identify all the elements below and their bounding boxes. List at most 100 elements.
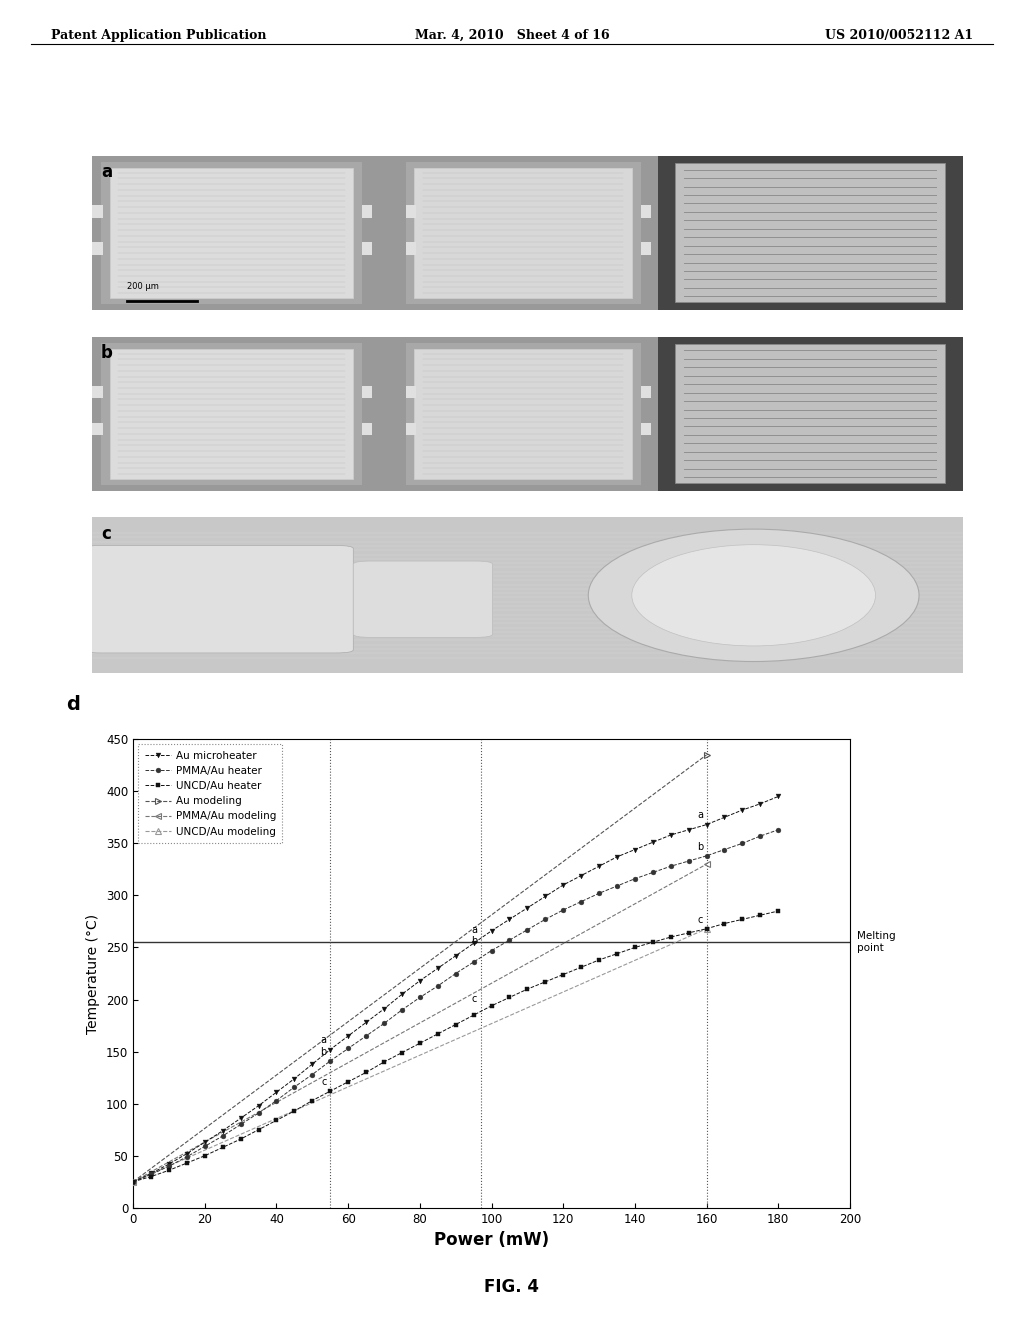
Au microheater — [467, 936, 479, 952]
Line: PMMA/Au modeling: PMMA/Au modeling — [130, 861, 710, 1185]
PMMA/Au heater — [772, 822, 784, 838]
UNCD/Au heater — [629, 940, 641, 956]
PMMA/Au heater — [145, 1167, 158, 1183]
PMMA/Au heater — [252, 1105, 264, 1121]
UNCD/Au heater — [485, 998, 498, 1014]
UNCD/Au heater — [145, 1168, 158, 1184]
Text: FIG. 4: FIG. 4 — [484, 1278, 540, 1296]
Bar — [641, 424, 651, 436]
UNCD/Au modeling — [127, 1173, 139, 1189]
Au microheater — [521, 900, 534, 916]
UNCD/Au heater — [360, 1064, 373, 1080]
Ellipse shape — [632, 545, 876, 645]
PMMA/Au heater — [360, 1028, 373, 1044]
UNCD/Au heater — [682, 925, 694, 941]
Au microheater — [342, 1028, 354, 1044]
PMMA/Au heater — [127, 1173, 139, 1189]
Text: c: c — [697, 915, 702, 924]
Bar — [657, 156, 963, 310]
PMMA/Au modeling — [127, 1173, 139, 1189]
Au microheater — [736, 803, 749, 818]
UNCD/Au heater — [700, 921, 713, 937]
PMMA/Au modeling — [700, 857, 713, 873]
Au microheater — [324, 1041, 336, 1057]
Au microheater — [217, 1123, 229, 1139]
Au microheater — [593, 858, 605, 874]
PMMA/Au heater — [378, 1015, 390, 1031]
UNCD/Au modeling — [700, 921, 713, 937]
PMMA/Au heater — [485, 942, 498, 958]
Bar — [406, 243, 416, 255]
Bar — [92, 385, 102, 399]
Bar — [676, 345, 945, 483]
PMMA/Au heater — [736, 836, 749, 851]
Bar — [414, 168, 632, 298]
Text: b: b — [471, 936, 477, 946]
Au microheater — [772, 788, 784, 804]
Au microheater — [574, 867, 587, 883]
Bar — [406, 162, 641, 304]
Bar — [100, 343, 362, 484]
Text: a: a — [697, 810, 702, 821]
PMMA/Au heater — [217, 1129, 229, 1144]
PMMA/Au heater — [629, 871, 641, 887]
PMMA/Au heater — [610, 878, 623, 894]
Text: US 2010/0052112 A1: US 2010/0052112 A1 — [824, 29, 973, 42]
Au microheater — [289, 1071, 301, 1086]
Au microheater — [557, 876, 569, 892]
PMMA/Au heater — [557, 902, 569, 917]
Au microheater — [252, 1098, 264, 1114]
UNCD/Au heater — [324, 1084, 336, 1100]
UNCD/Au heater — [647, 935, 659, 950]
UNCD/Au heater — [557, 966, 569, 982]
PMMA/Au heater — [414, 990, 426, 1006]
Au microheater — [450, 948, 462, 964]
Text: c: c — [100, 525, 111, 544]
Au microheater — [234, 1110, 247, 1126]
UNCD/Au heater — [736, 911, 749, 927]
PMMA/Au heater — [289, 1078, 301, 1094]
Bar — [362, 243, 373, 255]
Text: c: c — [472, 994, 477, 1003]
FancyBboxPatch shape — [83, 545, 353, 653]
Au microheater — [163, 1156, 175, 1172]
Au microheater — [306, 1056, 318, 1072]
UNCD/Au heater — [414, 1035, 426, 1051]
UNCD/Au heater — [432, 1026, 444, 1041]
UNCD/Au heater — [521, 981, 534, 997]
Text: a: a — [321, 1035, 327, 1045]
PMMA/Au heater — [539, 911, 551, 927]
PMMA/Au heater — [665, 858, 677, 874]
Au microheater — [378, 1001, 390, 1016]
PMMA/Au heater — [754, 828, 766, 843]
Au microheater — [700, 817, 713, 833]
UNCD/Au heater — [593, 952, 605, 968]
Au microheater — [360, 1015, 373, 1031]
PMMA/Au heater — [180, 1148, 193, 1164]
Line: Au microheater: Au microheater — [131, 795, 780, 1184]
PMMA/Au heater — [682, 853, 694, 869]
UNCD/Au heater — [378, 1055, 390, 1071]
UNCD/Au heater — [665, 929, 677, 945]
UNCD/Au heater — [289, 1104, 301, 1119]
UNCD/Au heater — [163, 1163, 175, 1179]
Legend: Au microheater, PMMA/Au heater, UNCD/Au heater, Au modeling, PMMA/Au modeling, U: Au microheater, PMMA/Au heater, UNCD/Au … — [138, 744, 283, 843]
Bar — [362, 385, 373, 399]
UNCD/Au heater — [252, 1122, 264, 1138]
UNCD/Au heater — [395, 1044, 408, 1060]
Line: UNCD/Au heater: UNCD/Au heater — [131, 908, 780, 1184]
UNCD/Au heater — [574, 960, 587, 975]
Text: 200 μm: 200 μm — [127, 281, 159, 290]
PMMA/Au heater — [432, 978, 444, 994]
Bar — [92, 424, 102, 436]
Y-axis label: Temperature (°C): Temperature (°C) — [86, 913, 100, 1034]
UNCD/Au heater — [306, 1093, 318, 1109]
UNCD/Au heater — [127, 1173, 139, 1189]
Text: d: d — [67, 696, 81, 714]
Bar — [641, 243, 651, 255]
Au microheater — [414, 973, 426, 989]
Bar — [110, 348, 353, 479]
Bar — [100, 162, 362, 304]
UNCD/Au heater — [199, 1148, 211, 1164]
PMMA/Au heater — [395, 1002, 408, 1018]
